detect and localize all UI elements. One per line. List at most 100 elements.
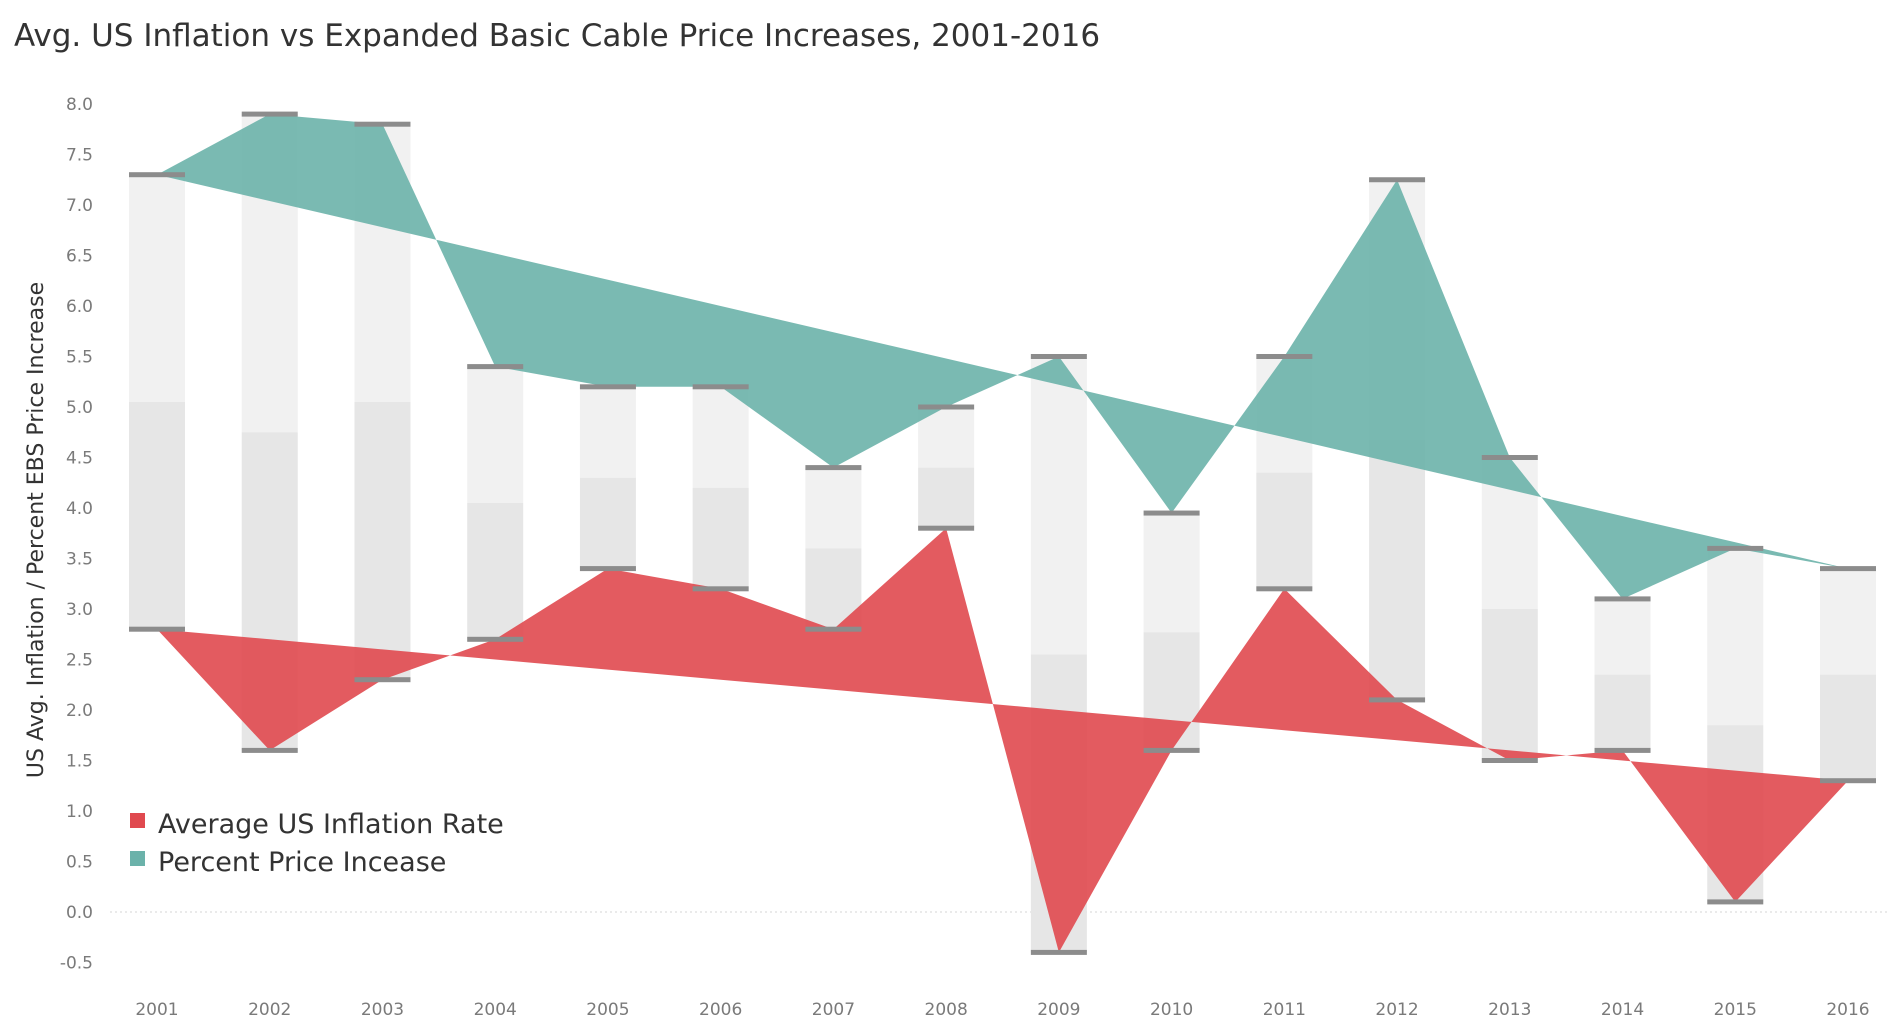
y-tick-label: 2.0: [66, 701, 93, 721]
inflation-cap-mark: [467, 636, 524, 642]
y-tick-label: 5.5: [66, 348, 93, 368]
price-cap-mark: [1143, 510, 1200, 516]
y-tick-label: 7.5: [66, 146, 93, 166]
range-band-upper: [1707, 548, 1764, 726]
inflation-cap-mark: [1594, 747, 1651, 753]
legend-swatch-inflation: [130, 813, 145, 828]
y-tick-label: 5.0: [66, 398, 93, 418]
y-axis-title: US Avg. Inflation / Percent EBS Price In…: [24, 282, 49, 778]
y-tick-label: 7.0: [66, 196, 93, 216]
x-tick-label: 2012: [1375, 1000, 1418, 1020]
range-band-upper: [1143, 513, 1200, 633]
price-cap-mark: [1369, 177, 1426, 183]
price-cap-mark: [1030, 354, 1087, 359]
x-tick-label: 2005: [586, 1000, 629, 1020]
y-tick-label: 6.0: [66, 297, 93, 317]
range-band-lower: [579, 477, 636, 569]
range-band-upper: [1594, 598, 1651, 675]
price-cap-mark: [579, 384, 636, 390]
y-tick-label: 1.0: [66, 802, 93, 822]
inflation-cap-mark: [1707, 899, 1764, 905]
range-band-upper: [692, 386, 749, 488]
range-band-lower: [1594, 674, 1651, 751]
x-tick-label: 2004: [474, 1000, 517, 1020]
inflation-area: [157, 528, 1848, 953]
y-tick-label: 3.5: [66, 550, 93, 570]
inflation-cap-mark: [579, 566, 636, 572]
range-band-lower: [467, 502, 524, 640]
price-cap-mark: [1707, 545, 1764, 551]
price-cap-mark: [692, 384, 749, 390]
legend: Average US Inflation Rate Percent Price …: [130, 809, 504, 878]
y-tick-label: 4.5: [66, 449, 93, 469]
y-tick-label: 0.0: [66, 903, 93, 923]
price-cap-mark: [1481, 455, 1538, 460]
inflation-cap-mark: [1481, 758, 1538, 763]
range-band-upper: [129, 174, 185, 402]
inflation-cap-mark: [1030, 949, 1087, 955]
x-tick-label: 2002: [248, 1000, 291, 1020]
series-areas: [157, 114, 1848, 953]
price-cap-mark: [1594, 596, 1651, 602]
range-band-lower: [1369, 440, 1426, 700]
price-cap-mark: [1256, 354, 1313, 359]
inflation-cap-mark: [241, 747, 298, 753]
y-tick-label: 6.5: [66, 247, 93, 267]
inflation-cap-mark: [1143, 747, 1200, 753]
price-cap-mark: [241, 111, 298, 117]
price-cap-mark: [1820, 566, 1876, 572]
y-tick-label: 3.0: [66, 600, 93, 620]
inflation-cap-mark: [805, 626, 862, 632]
y-tick-label: 2.5: [66, 651, 93, 671]
x-tick-label: 2009: [1037, 1000, 1080, 1020]
range-band-lower: [692, 487, 749, 589]
range-band-lower: [1481, 609, 1538, 761]
y-tick-label: -0.5: [60, 954, 93, 974]
x-tick-label: 2015: [1714, 1000, 1757, 1020]
range-band-lower: [354, 401, 411, 680]
inflation-cap-mark: [354, 677, 411, 683]
x-tick-label: 2003: [361, 1000, 404, 1020]
range-band-upper: [918, 407, 975, 468]
inflation-cap-mark: [692, 586, 749, 592]
chart-title: Avg. US Inflation vs Expanded Basic Cabl…: [14, 18, 1101, 54]
legend-label-price: Percent Price Incease: [158, 847, 446, 878]
range-band-lower: [918, 467, 975, 529]
range-band-upper: [1030, 356, 1087, 655]
range-band-upper: [467, 366, 524, 503]
legend-label-inflation: Average US Inflation Rate: [158, 809, 504, 840]
range-band-lower: [129, 401, 185, 630]
price-cap-mark: [918, 404, 975, 410]
x-tick-label: 2001: [135, 1000, 178, 1020]
inflation-cap-mark: [129, 626, 185, 632]
x-tick-label: 2007: [812, 1000, 855, 1020]
range-band-lower: [1256, 472, 1313, 589]
price-cap-mark: [354, 121, 411, 127]
x-tick-label: 2011: [1263, 1000, 1306, 1020]
range-band-lower: [1820, 674, 1876, 781]
x-tick-label: 2008: [925, 1000, 968, 1020]
x-tick-label: 2010: [1150, 1000, 1193, 1020]
x-tick-label: 2016: [1826, 1000, 1869, 1020]
inflation-cap-mark: [1369, 697, 1426, 703]
y-axis-ticks: 8.0 7.5 7.0 6.5 6.0 5.5 5.0 4.5 4.0 3.5 3.0 2.5 2.0 1…: [60, 95, 93, 974]
inflation-cap-mark: [1256, 586, 1313, 592]
y-tick-label: 1.5: [66, 752, 93, 772]
range-band-upper: [1820, 568, 1876, 675]
inflation-cap-mark: [918, 525, 975, 531]
range-caps: [129, 111, 1876, 955]
range-band-upper: [805, 467, 862, 549]
x-tick-label: 2006: [699, 1000, 742, 1020]
price-cap-mark: [467, 364, 524, 370]
range-band-upper: [579, 386, 636, 478]
y-tick-label: 8.0: [66, 95, 93, 115]
x-tick-label: 2013: [1488, 1000, 1531, 1020]
price-cap-mark: [129, 172, 185, 178]
y-tick-label: 4.0: [66, 499, 93, 519]
y-tick-label: 0.5: [66, 853, 93, 873]
legend-swatch-price: [130, 851, 145, 866]
price-increase-area: [157, 114, 1848, 599]
price-cap-mark: [805, 465, 862, 471]
inflation-cap-mark: [1820, 778, 1876, 784]
